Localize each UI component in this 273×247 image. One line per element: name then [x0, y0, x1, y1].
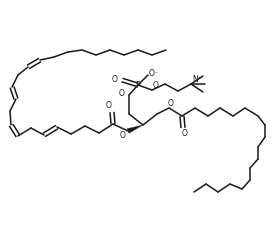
Text: O: O: [153, 81, 159, 89]
Polygon shape: [127, 125, 143, 133]
Text: O: O: [168, 99, 174, 107]
Text: O: O: [120, 131, 126, 141]
Text: O: O: [106, 102, 112, 110]
Text: O⁻: O⁻: [149, 68, 159, 78]
Text: N⁺: N⁺: [192, 75, 202, 83]
Text: O: O: [112, 75, 118, 83]
Text: O: O: [119, 89, 125, 99]
Text: O: O: [182, 128, 188, 138]
Text: P: P: [136, 81, 140, 89]
